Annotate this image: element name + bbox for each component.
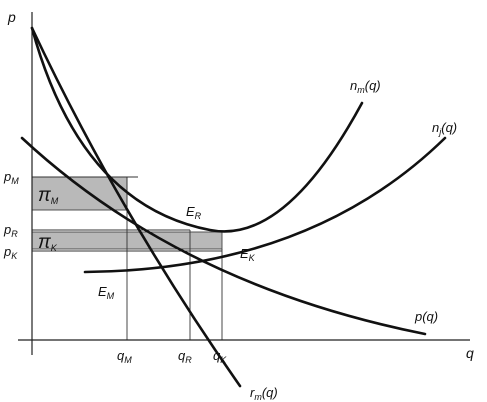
marginal-revenue-curve <box>30 26 242 388</box>
quantity-tick-qr: qR <box>178 348 192 365</box>
y-axis-label: p <box>7 9 16 25</box>
nm-curve <box>30 26 364 233</box>
price-tick-pr: pR <box>3 222 18 239</box>
demand-curve-label: p(q) <box>414 309 438 324</box>
quantity-tick-qm: qM <box>117 348 132 365</box>
profit-label-competition: πK <box>38 232 58 253</box>
nj-curve <box>83 136 447 274</box>
quantity-tick-qk: qK <box>213 348 227 365</box>
point-label-em: EM <box>98 284 115 301</box>
profit-label-monopoly: πM <box>38 185 59 206</box>
x-axis-label: q <box>466 345 474 361</box>
nj-curve-label: nj(q) <box>432 120 457 137</box>
price-tick-pm: pM <box>3 169 19 186</box>
price-tick-pk: pK <box>3 244 18 261</box>
point-label-er: ER <box>186 204 202 221</box>
marginal-revenue-label: rm(q) <box>250 385 278 402</box>
demand-curve <box>20 136 427 336</box>
nm-curve-label: nm(q) <box>350 78 381 95</box>
point-label-ek: EK <box>240 246 256 263</box>
